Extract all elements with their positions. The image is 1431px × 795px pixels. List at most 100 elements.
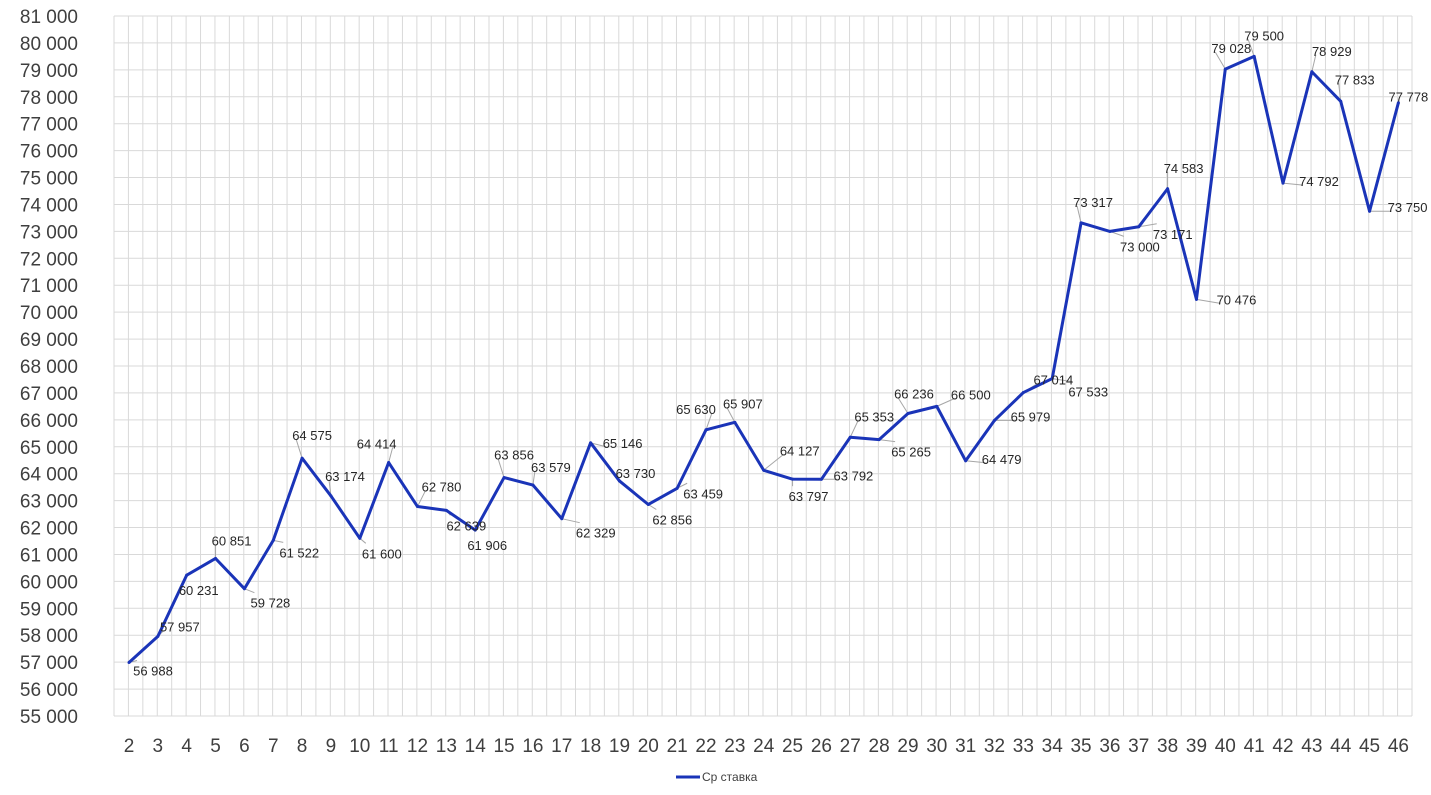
label-leader-line: [897, 397, 909, 414]
x-tick-label: 42: [1272, 736, 1293, 757]
x-tick-label: 22: [695, 736, 716, 757]
data-point: [1108, 229, 1112, 233]
x-tick-label: 19: [609, 736, 630, 757]
label-leader-line: [295, 439, 303, 459]
x-tick-label: 12: [407, 736, 428, 757]
x-tick-label: 23: [724, 736, 745, 757]
x-tick-label: 17: [551, 736, 572, 757]
data-label: 64 414: [357, 437, 397, 452]
x-tick-label: 13: [436, 736, 457, 757]
data-point: [1339, 99, 1343, 103]
data-point: [560, 517, 564, 521]
data-label: 62 639: [446, 518, 486, 533]
data-point: [589, 441, 593, 445]
x-tick-label: 24: [753, 736, 775, 757]
x-tick-label: 33: [1013, 736, 1034, 757]
data-label: 74 583: [1164, 161, 1204, 176]
label-leader-line: [965, 460, 986, 464]
x-tick-label: 15: [493, 736, 514, 757]
x-tick-label: 21: [667, 736, 688, 757]
data-point: [444, 508, 448, 512]
data-point: [762, 468, 766, 472]
label-leader-line: [273, 539, 284, 543]
data-point: [1252, 54, 1256, 58]
x-tick-label: 14: [465, 736, 487, 757]
y-tick-label: 59 000: [20, 599, 78, 620]
data-point: [1021, 391, 1025, 395]
data-label: 63 459: [683, 486, 723, 501]
data-label: 74 792: [1299, 174, 1339, 189]
x-tick-label: 9: [326, 736, 337, 757]
x-tick-label: 7: [268, 736, 279, 757]
data-point: [791, 477, 795, 481]
data-labels: 56 988 57 957 60 231 60 851 59 728 61 522 64 5…: [133, 28, 1428, 678]
x-tick-label: 37: [1128, 736, 1149, 757]
data-point: [1310, 70, 1314, 74]
y-tick-label: 66 000: [20, 411, 78, 432]
data-label: 63 797: [789, 489, 829, 504]
data-label: 63 174: [325, 469, 365, 484]
x-tick-label: 29: [897, 736, 918, 757]
x-tick-label: 39: [1186, 736, 1207, 757]
data-label: 61 600: [362, 546, 402, 561]
label-leader-line: [726, 407, 736, 423]
y-tick-label: 70 000: [20, 303, 78, 324]
data-point: [387, 461, 391, 465]
label-leader-line: [849, 420, 859, 438]
x-tick-label: 16: [522, 736, 543, 757]
x-tick-label: 30: [926, 736, 947, 757]
x-tick-label: 25: [782, 736, 803, 757]
label-leader-line: [936, 397, 956, 407]
x-tick-label: 5: [210, 736, 221, 757]
y-tick-label: 74 000: [20, 195, 78, 216]
x-tick-label: 35: [1070, 736, 1091, 757]
x-tick-label: 32: [984, 736, 1005, 757]
data-point: [906, 411, 910, 415]
data-point: [473, 528, 477, 532]
data-label: 59 728: [251, 596, 291, 611]
data-point: [1223, 67, 1227, 71]
x-tick-label: 43: [1301, 736, 1322, 757]
label-leader-line: [561, 518, 580, 524]
data-label: 62 856: [652, 512, 692, 527]
label-leader-line: [590, 442, 607, 448]
x-tick-label: 34: [1042, 736, 1064, 757]
data-point: [531, 483, 535, 487]
data-point: [214, 556, 218, 560]
y-tick-label: 75 000: [20, 169, 78, 190]
x-tick-label: 2: [124, 736, 135, 757]
x-axis: 2 3 4 5 6 7 8 9 10 11 12 13 14 15 16 17 18 19 20 21 22 23 24 25…: [124, 736, 1409, 757]
data-label: 64 575: [292, 428, 332, 443]
label-leader-line: [1196, 298, 1221, 304]
data-label: 73 000: [1120, 239, 1160, 254]
label-leader-line: [1282, 182, 1304, 186]
data-label: 64 479: [982, 452, 1022, 467]
data-point: [416, 505, 419, 509]
data-point: [1137, 225, 1141, 229]
data-label: 60 851: [212, 533, 252, 548]
label-leader-line: [1214, 51, 1226, 70]
y-tick-label: 62 000: [20, 519, 78, 540]
legend: Ср ставка: [676, 770, 758, 784]
x-tick-label: 36: [1099, 736, 1120, 757]
y-tick-label: 69 000: [20, 330, 78, 351]
data-label: 73 750: [1388, 200, 1428, 215]
data-label: 57 957: [160, 619, 200, 634]
data-point: [1166, 187, 1170, 191]
data-label: 62 329: [576, 526, 616, 541]
data-label: 60 231: [179, 583, 219, 598]
y-tick-label: 77 000: [20, 115, 78, 136]
data-label: 65 353: [854, 409, 894, 424]
data-point: [1396, 101, 1400, 105]
data-point: [617, 479, 621, 483]
data-point: [1194, 297, 1198, 301]
data-point: [993, 418, 996, 422]
label-leader-line: [879, 439, 896, 443]
y-tick-label: 57 000: [20, 653, 78, 674]
data-point: [1079, 221, 1083, 225]
x-tick-label: 4: [181, 736, 192, 757]
data-point: [935, 404, 939, 408]
data-label: 64 127: [780, 443, 820, 458]
data-label: 66 236: [894, 386, 934, 401]
